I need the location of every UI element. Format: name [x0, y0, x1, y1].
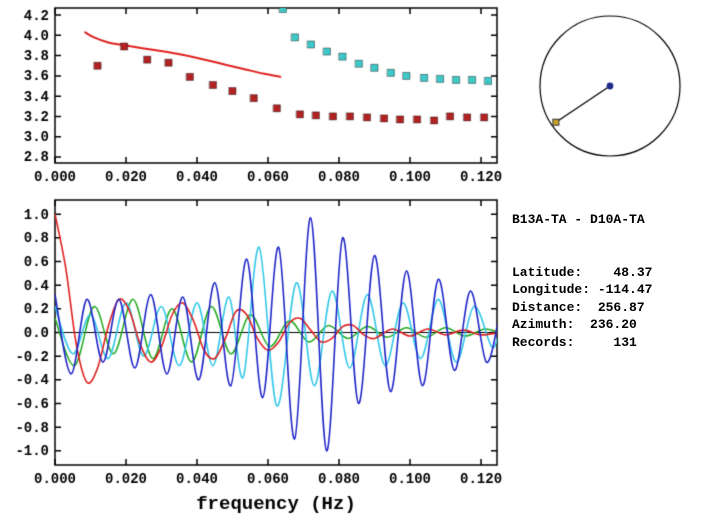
waveform-plot-canvas [0, 196, 510, 520]
info-line: Longitude: -114.47 [512, 282, 653, 297]
station-info: B13A-TA - D10A-TA Latitude: 48.37 Longitu… [512, 176, 692, 386]
info-line: Azimuth: 236.20 [512, 317, 637, 332]
azimuth-dial-canvas [528, 6, 703, 166]
info-line: Latitude: 48.37 [512, 264, 653, 280]
station-info-lines: Latitude: 48.37 Longitude: -114.47 Distanc… [512, 264, 692, 352]
info-line: Records: 131 [512, 334, 637, 350]
station-pair-label: B13A-TA - D10A-TA [512, 212, 645, 227]
info-line: Distance: 256.87 [512, 299, 645, 315]
dispersion-plot-canvas [0, 0, 510, 196]
